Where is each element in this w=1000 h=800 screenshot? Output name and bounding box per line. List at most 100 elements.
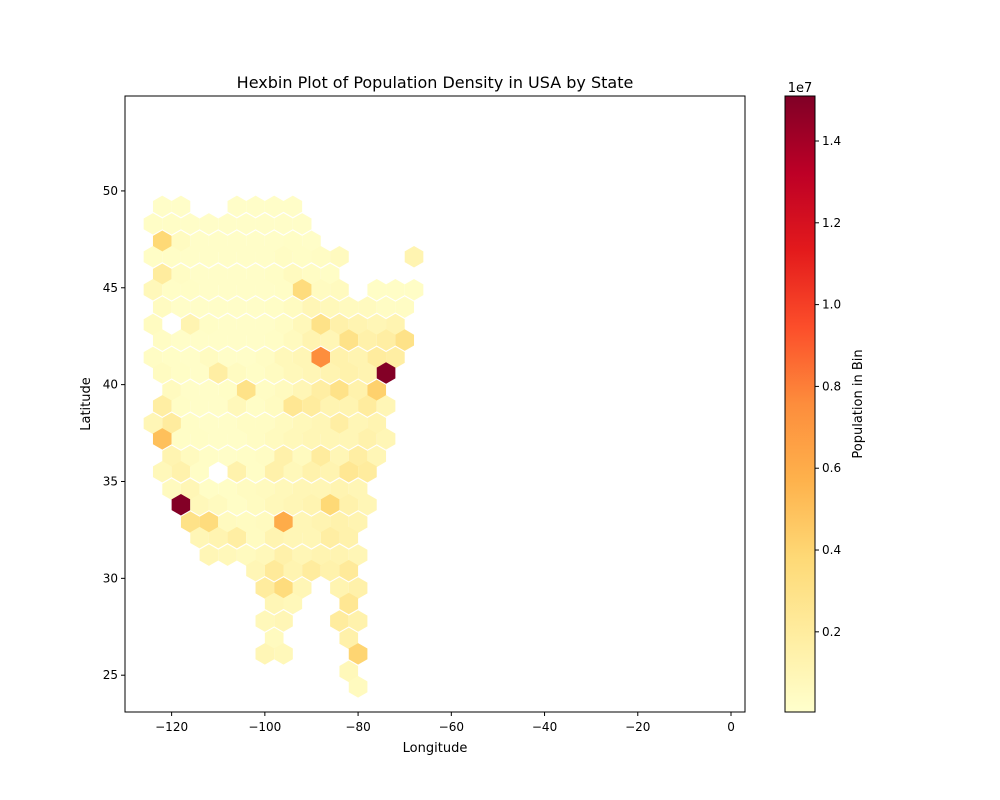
hexbin-cell xyxy=(348,379,368,402)
hexbin-cell xyxy=(311,278,331,301)
hexbin-cell xyxy=(246,395,265,417)
hexbin-cell xyxy=(246,461,265,483)
hexbin-cell xyxy=(358,329,377,351)
hexbin-cell xyxy=(274,278,293,301)
y-axis-tick-label: 50 xyxy=(103,184,118,198)
colorbar-tick-label: 0.8 xyxy=(822,379,841,393)
hexbin-cell xyxy=(227,428,247,450)
hexbin-cell xyxy=(199,278,219,301)
hexbin-cell xyxy=(152,230,172,253)
hexbin-cell xyxy=(311,511,331,533)
hexbin-cell xyxy=(283,195,303,218)
hexbin-cell xyxy=(283,296,303,318)
hexbin-cell xyxy=(367,412,387,435)
hexbin-cell xyxy=(395,329,415,351)
hexbin-cell xyxy=(358,395,377,417)
hexbin-cell xyxy=(311,478,331,500)
hexbin-cell xyxy=(302,493,321,516)
hexbin-cell xyxy=(395,296,415,318)
hexbin-cell xyxy=(180,213,200,235)
hexbin-cell xyxy=(180,379,200,402)
hexbin-cell xyxy=(218,213,237,235)
hexbin-cell xyxy=(227,230,247,253)
hexbin-cell xyxy=(339,660,359,683)
hexbin-cell xyxy=(208,263,228,285)
hexbin-cell xyxy=(311,246,331,268)
hexbin-cell xyxy=(190,362,209,384)
hexbin-cell xyxy=(199,544,219,566)
hexbin-cell xyxy=(246,230,265,253)
hexbin-cell xyxy=(292,511,312,533)
hexbin-cell xyxy=(320,329,340,351)
hexbin-cell xyxy=(311,313,331,336)
hexbin-cell xyxy=(320,362,340,384)
hexbin-cell xyxy=(227,329,247,351)
hexbin-cell xyxy=(190,263,209,285)
hexbin-cell xyxy=(199,412,219,435)
hexbin-cell xyxy=(255,246,275,268)
colorbar-tick-label: 0.6 xyxy=(822,461,841,475)
y-axis-tick-label: 35 xyxy=(103,474,118,488)
hexbin-cell xyxy=(264,559,284,582)
hexbin-cell xyxy=(143,213,163,235)
hexbin-cell xyxy=(348,412,368,435)
y-axis-label: Latitude xyxy=(79,377,94,431)
hexbin-cell xyxy=(171,329,191,351)
hexbin-cell xyxy=(199,511,219,533)
hexbin-cell xyxy=(218,313,237,336)
hexbin-cell xyxy=(255,313,275,336)
hexbin-cell xyxy=(264,592,284,615)
hexbin-cell xyxy=(208,395,228,417)
hexbin-cell xyxy=(236,313,256,336)
x-axis-label: Longitude xyxy=(403,741,468,756)
hexbin-cell xyxy=(264,362,284,384)
hexbin-cell xyxy=(218,412,237,435)
hexbin-cell xyxy=(274,412,293,435)
hexbin-cell xyxy=(339,296,359,318)
hexbin-cell xyxy=(292,379,312,402)
hexbin-cell xyxy=(292,246,312,268)
hexbin-cell xyxy=(143,346,163,369)
hexbin-cell xyxy=(171,195,191,218)
colorbar-tick-label: 1.4 xyxy=(822,134,841,148)
hexbin-cell xyxy=(339,627,359,650)
hexbin-cell xyxy=(339,329,359,351)
hexbin-cell xyxy=(180,445,200,468)
x-axis-tick-label: 0 xyxy=(727,720,735,734)
hexbin-cell xyxy=(162,412,181,435)
hexbin-cell xyxy=(152,296,172,318)
hexbin-cell xyxy=(376,329,396,351)
hexbin-cell xyxy=(330,346,349,369)
hexbin-cell xyxy=(264,230,284,253)
hexbin-cell xyxy=(180,412,200,435)
hexbin-cell xyxy=(330,313,349,336)
hexbin-cell xyxy=(283,230,303,253)
hexbin-cell xyxy=(171,395,191,417)
hexbin-cell xyxy=(162,445,181,468)
x-axis-tick-label: −60 xyxy=(439,720,464,734)
hexbin-cell xyxy=(274,313,293,336)
hexbin-cell xyxy=(311,412,331,435)
hexbin-cell xyxy=(208,329,228,351)
hexbin-cell xyxy=(292,478,312,500)
x-axis-tick-label: −20 xyxy=(625,720,650,734)
hexbin-cell xyxy=(152,428,172,450)
hexbin-cell xyxy=(302,461,321,483)
hexbin-cell xyxy=(143,278,163,301)
hexbin-cell xyxy=(236,278,256,301)
hexbin-cell xyxy=(264,329,284,351)
hexbin-cell xyxy=(339,493,359,516)
hexbin-cell xyxy=(236,346,256,369)
hexbin-cell xyxy=(376,362,396,384)
hexbin-cell xyxy=(180,278,200,301)
hexbin-cell xyxy=(302,362,321,384)
hexbin-cell xyxy=(376,395,396,417)
hexbin-cell xyxy=(171,493,191,516)
hexbin-cell xyxy=(302,559,321,582)
hexbin-cell xyxy=(255,445,275,468)
hexbin-cell xyxy=(236,412,256,435)
hexbin-cell xyxy=(180,346,200,369)
hexbin-cell xyxy=(358,362,377,384)
colorbar-label: Population in Bin xyxy=(851,349,866,458)
x-axis-tick-label: −40 xyxy=(532,720,557,734)
